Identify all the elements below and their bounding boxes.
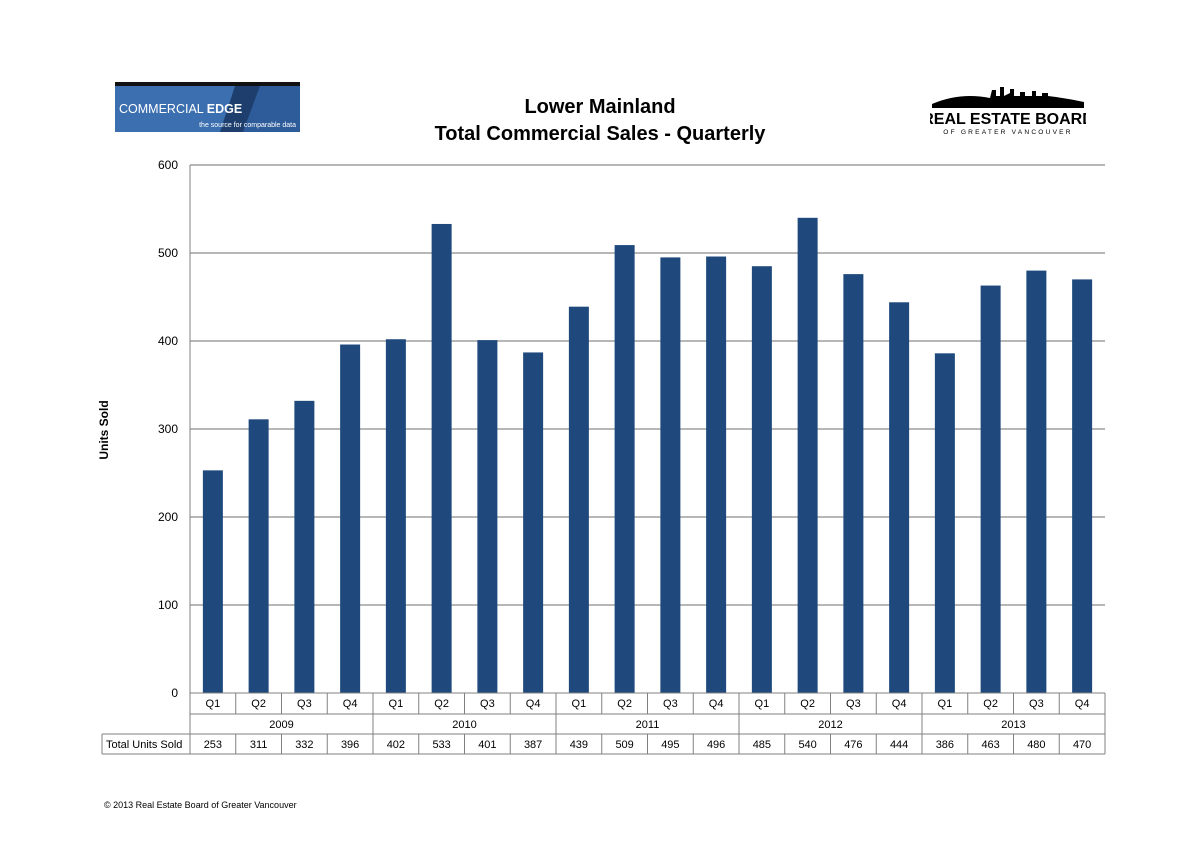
data-label: 470 xyxy=(1073,739,1091,751)
x-tick-label: Q3 xyxy=(663,698,678,710)
chart-subtitle: Total Commercial Sales - Quarterly xyxy=(434,123,766,145)
data-label: 396 xyxy=(341,739,359,751)
year-label: 2012 xyxy=(818,719,842,731)
x-tick-label: Q3 xyxy=(480,698,495,710)
x-tick-label: Q2 xyxy=(434,698,449,710)
bar-2010-Q4 xyxy=(523,352,544,693)
bar-2010-Q2 xyxy=(431,223,452,693)
rebgv-logo: REAL ESTATE BOARD OF GREATER VANCOUVER xyxy=(930,87,1086,136)
y-tick-label: 600 xyxy=(158,158,178,172)
x-tick-label: Q2 xyxy=(800,698,815,710)
data-label: 540 xyxy=(798,739,816,751)
bar-2013-Q4 xyxy=(1072,279,1093,693)
bar-2009-Q1 xyxy=(202,470,223,693)
bar-2009-Q4 xyxy=(340,344,361,693)
x-tick-label: Q1 xyxy=(938,698,953,710)
bar-2013-Q3 xyxy=(1026,270,1047,693)
bar-2011-Q3 xyxy=(660,257,681,693)
bar-2009-Q2 xyxy=(248,419,269,693)
data-label: 444 xyxy=(890,739,908,751)
x-tick-label: Q1 xyxy=(572,698,587,710)
data-label: 533 xyxy=(432,739,450,751)
bar-2013-Q1 xyxy=(934,353,955,693)
bar-2013-Q2 xyxy=(980,285,1001,693)
data-label: 509 xyxy=(615,739,633,751)
svg-text:the source for comparable data: the source for comparable data xyxy=(199,122,296,129)
year-label: 2011 xyxy=(636,719,660,731)
data-label: 496 xyxy=(707,739,725,751)
data-label: 386 xyxy=(936,739,954,751)
y-tick-label: 400 xyxy=(158,334,178,348)
x-tick-label: Q2 xyxy=(983,698,998,710)
commercial-edge-logo: COMMERCIAL EDGE the source for comparabl… xyxy=(115,82,300,132)
bar-2012-Q4 xyxy=(889,302,910,693)
y-tick-label: 300 xyxy=(158,422,178,436)
data-label: 402 xyxy=(387,739,405,751)
data-label: 401 xyxy=(478,739,496,751)
data-label: 480 xyxy=(1027,739,1045,751)
bar-2010-Q3 xyxy=(477,340,498,693)
x-tick-label: Q4 xyxy=(343,698,358,710)
x-tick-label: Q1 xyxy=(389,698,404,710)
series-label: Total Units Sold xyxy=(106,739,182,751)
y-tick-label: 500 xyxy=(158,246,178,260)
x-tick-label: Q4 xyxy=(1075,698,1090,710)
bar-2012-Q1 xyxy=(751,266,772,693)
data-label: 476 xyxy=(844,739,862,751)
bar-2010-Q1 xyxy=(385,339,406,693)
data-label: 253 xyxy=(204,739,222,751)
y-tick-label: 200 xyxy=(158,510,178,524)
x-tick-label: Q1 xyxy=(206,698,221,710)
x-tick-label: Q4 xyxy=(892,698,907,710)
x-tick-label: Q4 xyxy=(709,698,724,710)
x-tick-label: Q4 xyxy=(526,698,541,710)
bar-2009-Q3 xyxy=(294,400,315,693)
year-label: 2009 xyxy=(269,719,293,731)
copyright-footer: © 2013 Real Estate Board of Greater Vanc… xyxy=(104,800,297,810)
bar-2012-Q3 xyxy=(843,274,864,693)
x-tick-label: Q2 xyxy=(617,698,632,710)
svg-text:REAL ESTATE BOARD: REAL ESTATE BOARD xyxy=(930,111,1086,128)
chart-title: Lower Mainland xyxy=(524,96,676,118)
data-label: 387 xyxy=(524,739,542,751)
y-axis-label: Units Sold xyxy=(97,400,111,459)
x-tick-label: Q2 xyxy=(251,698,266,710)
bar-2011-Q4 xyxy=(706,256,727,693)
data-label: 463 xyxy=(981,739,999,751)
x-tick-label: Q3 xyxy=(1029,698,1044,710)
y-tick-label: 100 xyxy=(158,598,178,612)
data-label: 311 xyxy=(250,739,268,751)
skyline-icon xyxy=(932,87,1084,106)
bar-2012-Q2 xyxy=(797,217,818,694)
bar-2011-Q1 xyxy=(568,306,589,693)
data-label: 495 xyxy=(661,739,679,751)
data-label: 332 xyxy=(295,739,313,751)
year-label: 2013 xyxy=(1001,719,1025,731)
bar-2011-Q2 xyxy=(614,245,635,693)
chart-title-block: Lower Mainland Total Commercial Sales - … xyxy=(400,94,800,148)
x-tick-label: Q3 xyxy=(846,698,861,710)
data-label: 485 xyxy=(753,739,771,751)
data-label: 439 xyxy=(570,739,588,751)
x-tick-label: Q3 xyxy=(297,698,312,710)
year-label: 2010 xyxy=(452,719,476,731)
x-tick-label: Q1 xyxy=(755,698,770,710)
svg-text:COMMERCIAL EDGE: COMMERCIAL EDGE xyxy=(119,102,242,116)
y-tick-label: 0 xyxy=(171,686,178,700)
svg-text:OF GREATER VANCOUVER: OF GREATER VANCOUVER xyxy=(943,129,1072,136)
